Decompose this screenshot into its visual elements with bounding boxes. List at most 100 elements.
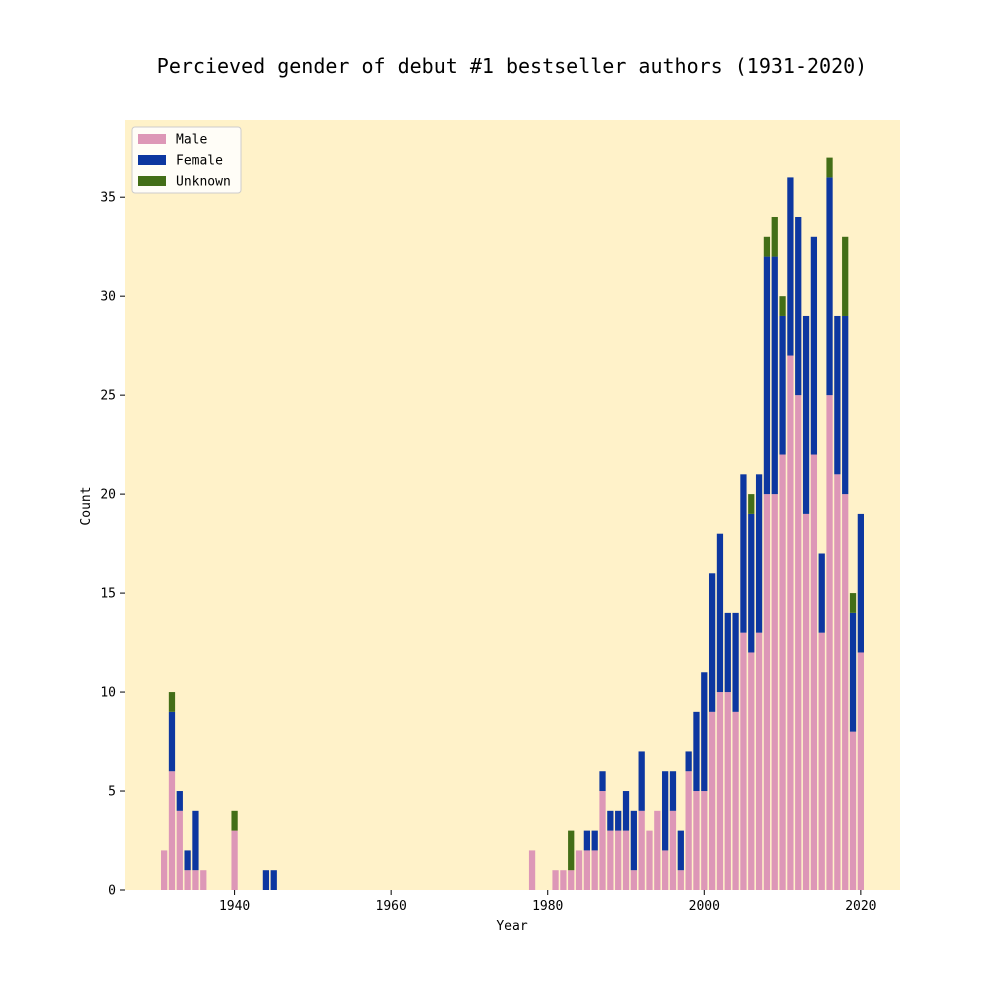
- bar-female-2012: [795, 216, 802, 396]
- legend-label-female: Female: [176, 154, 223, 169]
- bar-female-1999: [693, 711, 700, 792]
- bar-male-1936: [200, 870, 207, 890]
- bar-female-1986: [591, 830, 598, 851]
- x-axis: 1940 1960 1980 2000 2020: [219, 890, 877, 914]
- bar-male-1989: [615, 830, 622, 890]
- bar-male-1995: [662, 850, 669, 890]
- bar-female-1996: [669, 771, 677, 811]
- chart-title: Percieved gender of debut #1 bestseller …: [157, 54, 867, 78]
- bar-male-2017: [834, 474, 841, 890]
- bar-female-1932: [168, 711, 176, 772]
- bar-unknown-2010: [779, 296, 786, 316]
- bar-male-1996: [669, 810, 677, 890]
- y-tick-label: 30: [100, 290, 116, 305]
- bar-female-2017: [834, 315, 841, 475]
- bar-female-1933: [176, 791, 183, 811]
- bar-female-2007: [755, 474, 763, 633]
- bar-male-1933: [176, 810, 183, 890]
- x-tick-label: 2000: [689, 899, 720, 914]
- bar-male-1940: [231, 830, 238, 890]
- y-tick-label: 20: [100, 488, 116, 503]
- y-axis-label: Count: [79, 486, 94, 525]
- bar-male-1991: [630, 870, 637, 890]
- bar-male-1990: [622, 830, 630, 890]
- bar-female-2013: [802, 315, 810, 514]
- x-tick-label: 1980: [532, 899, 563, 914]
- bar-male-2013: [802, 513, 810, 890]
- y-tick-label: 15: [100, 587, 116, 602]
- bar-unknown-2018: [842, 236, 849, 316]
- legend-swatch-female: [138, 155, 166, 165]
- bar-male-2001: [708, 711, 716, 890]
- bar-unknown-2008: [763, 236, 771, 257]
- bar-male-2011: [787, 355, 794, 890]
- bar-female-2002: [716, 533, 724, 693]
- legend: Male Female Unknown: [131, 126, 242, 194]
- bar-unknown-1932: [168, 692, 176, 712]
- bar-female-1988: [607, 810, 614, 831]
- bar-female-2009: [771, 256, 778, 495]
- legend-swatch-unknown: [138, 176, 166, 186]
- bars-group: [161, 157, 864, 890]
- bar-female-2015: [818, 553, 825, 633]
- bar-female-2011: [787, 177, 794, 356]
- bar-female-2014: [810, 236, 818, 455]
- bar-male-1934: [184, 870, 191, 890]
- bar-female-1997: [677, 830, 684, 871]
- bar-male-1984: [575, 850, 583, 890]
- bar-male-1935: [192, 870, 199, 890]
- plot-area: [125, 120, 900, 890]
- bar-male-2005: [740, 632, 747, 890]
- bar-female-1945: [270, 870, 277, 890]
- bar-unknown-1940: [231, 810, 238, 831]
- bar-female-2018: [842, 315, 849, 495]
- bar-unknown-2006: [748, 494, 755, 514]
- bar-male-1982: [560, 870, 567, 890]
- bar-male-2019: [849, 731, 857, 890]
- bar-male-2010: [779, 454, 786, 890]
- bar-female-2008: [763, 256, 771, 495]
- bar-female-1987: [599, 771, 606, 792]
- bar-male-1998: [685, 771, 692, 890]
- bar-female-1989: [615, 810, 622, 831]
- bar-male-2016: [826, 395, 833, 890]
- y-axis: 0 5 10 15 20 25 30 35: [100, 191, 125, 899]
- bar-male-1981: [552, 870, 559, 890]
- bar-male-1994: [654, 810, 661, 890]
- bar-female-2004: [732, 612, 739, 712]
- x-axis-label: Year: [496, 919, 527, 934]
- bar-female-1998: [685, 751, 692, 772]
- bar-female-2003: [724, 612, 731, 693]
- y-tick-label: 35: [100, 191, 116, 206]
- bar-female-2005: [740, 474, 747, 633]
- bar-female-2020: [857, 513, 864, 653]
- bar-male-2008: [763, 494, 771, 890]
- bar-female-2000: [701, 672, 708, 792]
- legend-label-male: Male: [176, 133, 207, 148]
- bar-female-1992: [638, 751, 645, 811]
- y-tick-label: 10: [100, 686, 116, 701]
- bar-male-2015: [818, 632, 825, 890]
- bar-female-1991: [630, 810, 637, 871]
- bar-male-2006: [748, 652, 755, 890]
- bar-female-2010: [779, 315, 786, 455]
- bar-male-2000: [701, 791, 708, 890]
- y-tick-label: 0: [108, 884, 116, 899]
- bar-male-2003: [724, 692, 731, 890]
- bar-male-2002: [716, 692, 724, 890]
- bar-female-2019: [849, 612, 857, 732]
- bar-unknown-2016: [826, 157, 833, 178]
- legend-label-unknown: Unknown: [176, 175, 231, 190]
- bar-male-1983: [568, 870, 575, 890]
- bar-male-2004: [732, 711, 739, 890]
- bar-unknown-1983: [568, 830, 575, 871]
- bar-male-1987: [599, 791, 606, 890]
- legend-swatch-male: [138, 134, 166, 144]
- bar-male-1997: [677, 870, 684, 890]
- bar-male-2012: [795, 395, 802, 890]
- bar-male-2020: [857, 652, 864, 890]
- bar-unknown-2009: [771, 216, 778, 257]
- bar-female-2006: [748, 513, 755, 653]
- bar-male-1993: [646, 830, 653, 890]
- bar-unknown-2019: [849, 593, 857, 613]
